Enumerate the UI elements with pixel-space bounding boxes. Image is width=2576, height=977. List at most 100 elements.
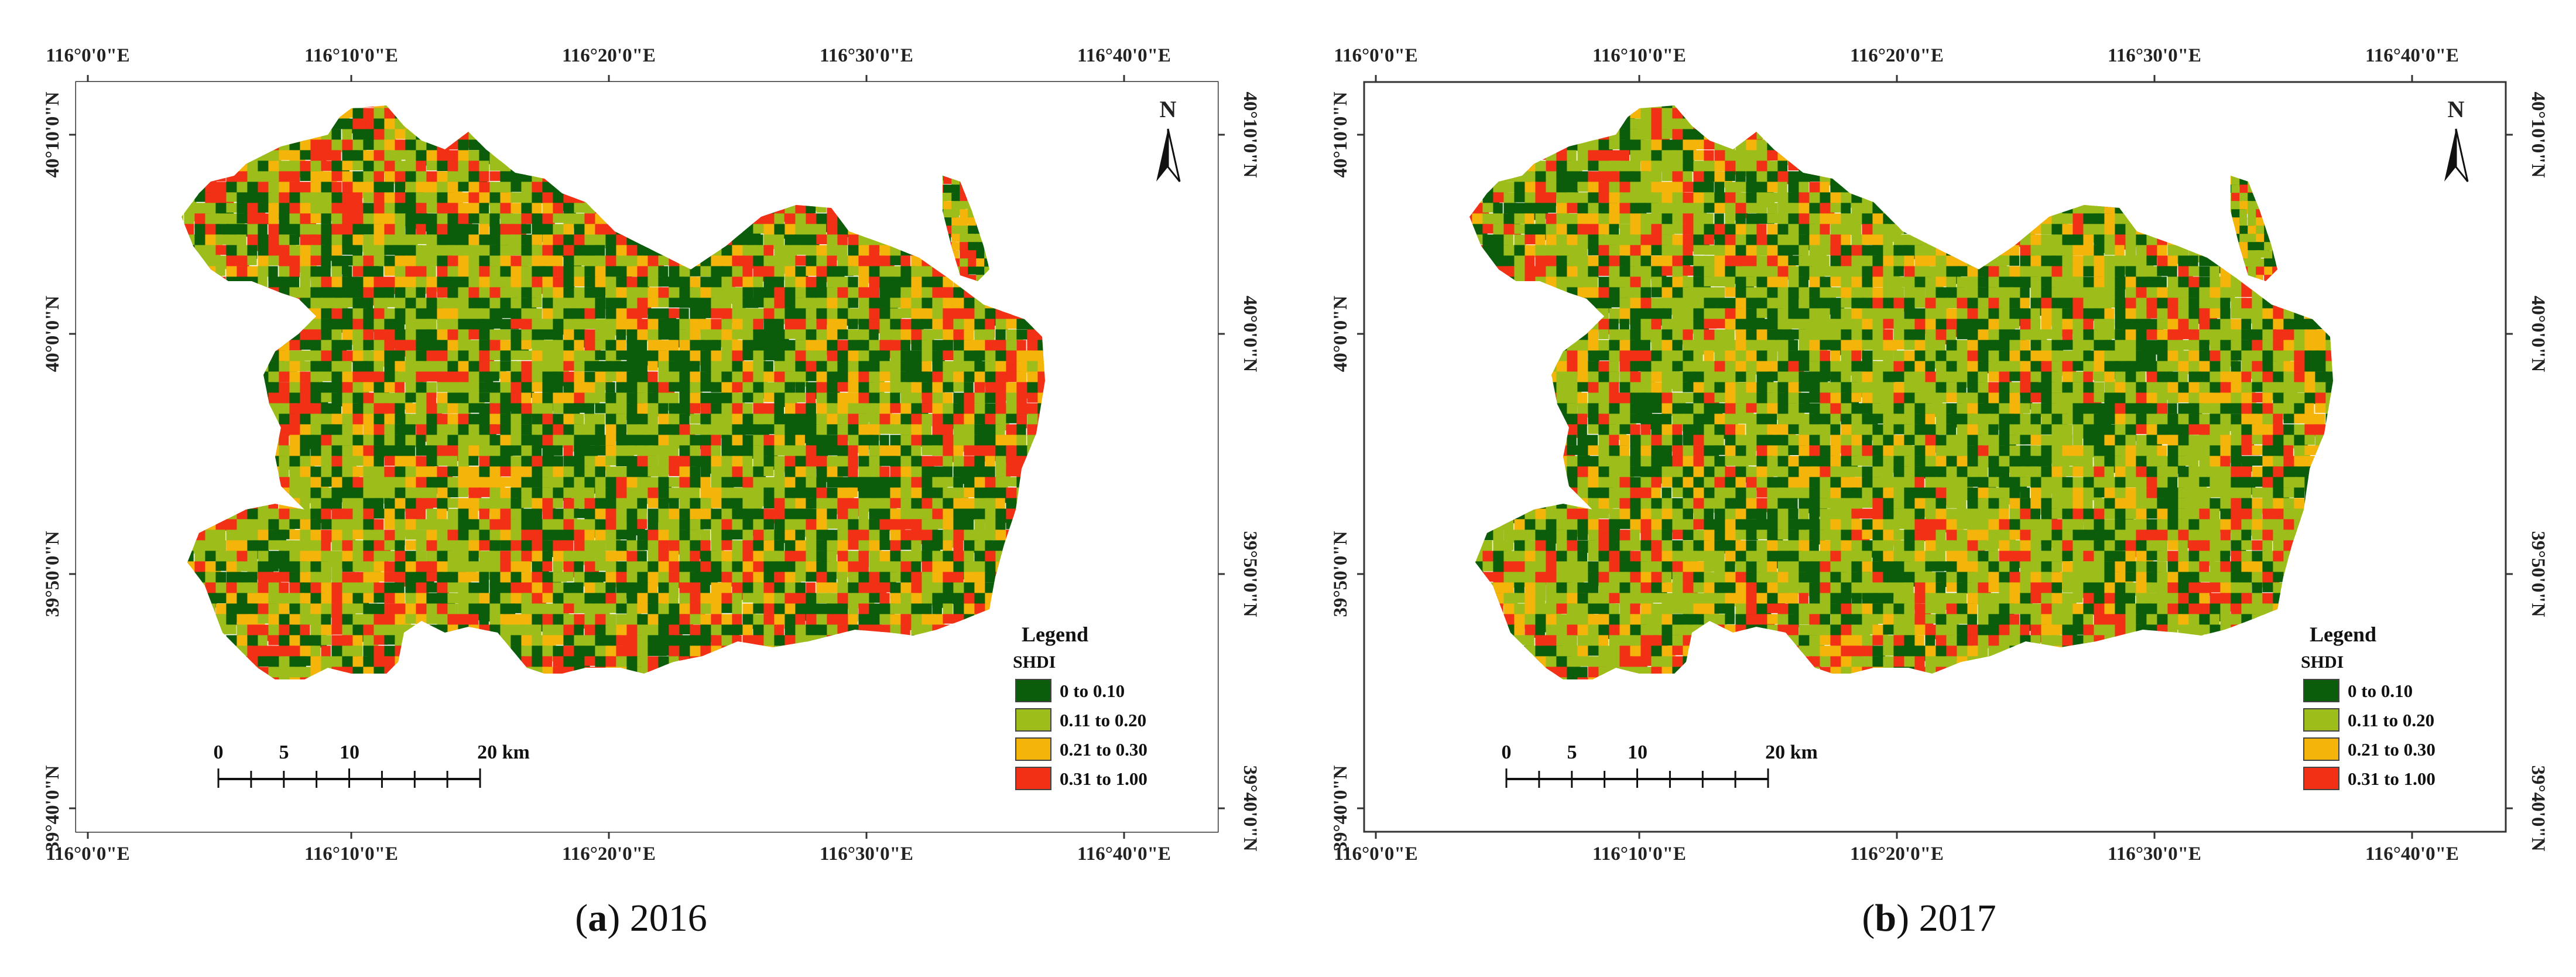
shdi-cell — [521, 540, 532, 552]
shdi-cell — [215, 255, 228, 269]
shdi-cell — [795, 435, 805, 446]
shdi-cell — [395, 213, 407, 227]
scale-label-10: 10 — [340, 742, 359, 763]
shdi-cell — [521, 551, 533, 562]
caption-year: 2016 — [629, 897, 707, 940]
shdi-cell — [763, 498, 775, 508]
shdi-cell — [563, 487, 576, 498]
shdi-cell — [500, 540, 513, 551]
shdi-cell — [542, 203, 557, 214]
shdi-cell — [258, 245, 270, 257]
shdi-cell — [595, 308, 605, 319]
shdi-cell — [268, 224, 279, 237]
shdi-cell — [416, 192, 429, 204]
shdi-cell — [405, 139, 417, 151]
shdi-cell — [574, 298, 585, 309]
shdi-cell — [405, 392, 417, 403]
shdi-cell — [806, 498, 818, 509]
shdi-cell — [658, 266, 669, 277]
shdi-cell — [648, 361, 658, 371]
shdi-cell — [226, 234, 241, 245]
shdi-cell — [374, 456, 384, 467]
shdi-cell — [584, 224, 598, 236]
scale-label-5: 5 — [279, 742, 289, 763]
shdi-cell — [637, 508, 647, 521]
shdi-cell — [563, 203, 576, 216]
shdi-cell — [479, 150, 492, 165]
shdi-cell — [468, 182, 482, 196]
shdi-cell — [679, 624, 691, 634]
shdi-cell — [532, 382, 543, 392]
shdi-cell — [384, 213, 396, 226]
shdi-cell — [953, 445, 963, 456]
shdi-cell — [553, 624, 565, 636]
shdi-cell — [468, 234, 481, 248]
shdi-cell — [352, 645, 363, 658]
shdi-cell — [321, 624, 333, 636]
shdi-cell — [426, 435, 438, 447]
shdi-cell — [732, 266, 744, 279]
shdi-cell — [416, 224, 426, 236]
shdi-cell — [342, 340, 352, 350]
shdi-cell — [763, 519, 774, 530]
shdi-cell — [331, 203, 345, 215]
shdi-cell — [900, 445, 912, 457]
shdi-cell — [848, 319, 858, 329]
legend-title: Legend — [1022, 623, 1088, 646]
shdi-cell — [890, 572, 902, 582]
shdi-cell — [911, 582, 923, 593]
shdi-cell — [658, 540, 669, 551]
shdi-cell — [468, 551, 479, 562]
shdi-cell — [648, 614, 659, 626]
shdi-cell — [468, 160, 481, 175]
shdi-cell — [426, 255, 439, 267]
shdi-cell — [574, 645, 585, 657]
shdi-cell — [405, 234, 418, 248]
shdi-cell — [521, 340, 532, 350]
shdi-cell — [416, 139, 429, 152]
shdi-cell — [532, 329, 544, 341]
shdi-cell — [785, 319, 796, 331]
shdi-cell — [468, 150, 482, 163]
shdi-cell — [553, 203, 564, 216]
shdi-cell — [943, 456, 953, 469]
shdi-cell — [679, 414, 690, 426]
shdi-cell — [806, 445, 817, 457]
shdi-cell — [943, 361, 954, 373]
shdi-cell — [795, 614, 806, 626]
shdi-cell — [500, 329, 511, 340]
shdi-cell — [468, 445, 481, 457]
shdi-cell — [458, 350, 469, 361]
shdi-cell — [521, 182, 532, 193]
shdi-cell — [605, 551, 618, 562]
shdi-cell — [500, 182, 512, 196]
shdi-cell — [827, 445, 839, 456]
shdi-cell — [395, 129, 409, 139]
shdi-cell — [900, 603, 912, 615]
shdi-cell — [374, 108, 387, 121]
shdi-cell — [458, 192, 469, 203]
shdi-cell — [416, 245, 430, 257]
legend-swatch-3 — [1015, 737, 1051, 761]
shdi-cell — [806, 245, 818, 259]
shdi-cell — [711, 340, 721, 352]
shdi-cell — [352, 150, 366, 162]
shdi-cell — [479, 171, 489, 182]
shdi-cell — [848, 234, 859, 248]
shdi-cell — [574, 255, 585, 266]
shdi-cell — [258, 213, 269, 224]
shdi-cell — [363, 530, 375, 542]
shdi-cell — [985, 392, 997, 404]
shdi-cell — [363, 192, 377, 203]
shdi-cell — [310, 519, 321, 530]
lon-label-top-3: 116°30'0"E — [820, 45, 913, 66]
shdi-cell — [342, 582, 353, 594]
shdi-cell — [405, 224, 416, 237]
shdi-cell — [553, 213, 564, 223]
shdi-cell — [321, 614, 331, 625]
shdi-cell — [763, 466, 774, 476]
shdi-cell — [753, 319, 763, 331]
north-label: N — [1160, 96, 1177, 122]
legend-label-3: 0.21 to 0.30 — [1060, 739, 1147, 760]
shdi-cell — [363, 213, 374, 226]
